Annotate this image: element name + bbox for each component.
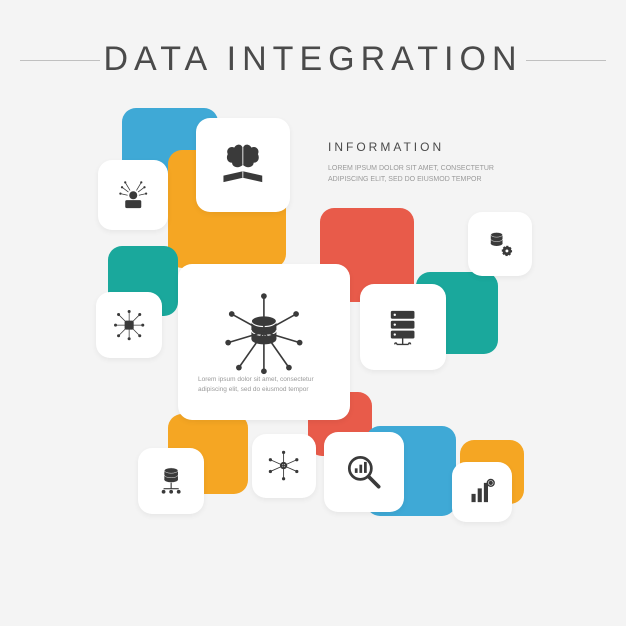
server-stack-icon <box>368 292 438 362</box>
db-gear-icon <box>476 220 524 268</box>
card-db-gear <box>468 212 532 276</box>
card-hub <box>252 434 316 498</box>
card-big-data: Lorem ipsum dolor sit amet, consectetur … <box>178 264 350 420</box>
db-network-big-icon: Lorem ipsum dolor sit amet, consectetur … <box>186 282 342 412</box>
card-server <box>360 284 446 370</box>
card-machine-learning <box>196 118 290 212</box>
brain-book-icon <box>204 126 282 204</box>
card-network-db <box>96 292 162 358</box>
info-body: LOREM IPSUM DOLOR SIT AMET, CONSECTETUR … <box>328 164 528 185</box>
card-db-node <box>138 448 204 514</box>
page-title: DATA INTEGRATION <box>0 40 626 79</box>
card-data-scientist <box>98 160 168 230</box>
bars-coin-icon <box>460 470 504 514</box>
magnifier-icon <box>332 440 396 504</box>
person-data-icon <box>106 168 160 222</box>
hub-icon <box>260 442 308 490</box>
info-block: INFORMATION LOREM IPSUM DOLOR SIT AMET, … <box>328 140 528 185</box>
chip-network-icon <box>104 300 154 350</box>
info-heading: INFORMATION <box>328 140 528 154</box>
card-text: Lorem ipsum dolor sit amet, consectetur … <box>186 375 342 405</box>
db-node-icon <box>146 456 196 506</box>
card-bar-coin <box>452 462 512 522</box>
card-analytics <box>324 432 404 512</box>
